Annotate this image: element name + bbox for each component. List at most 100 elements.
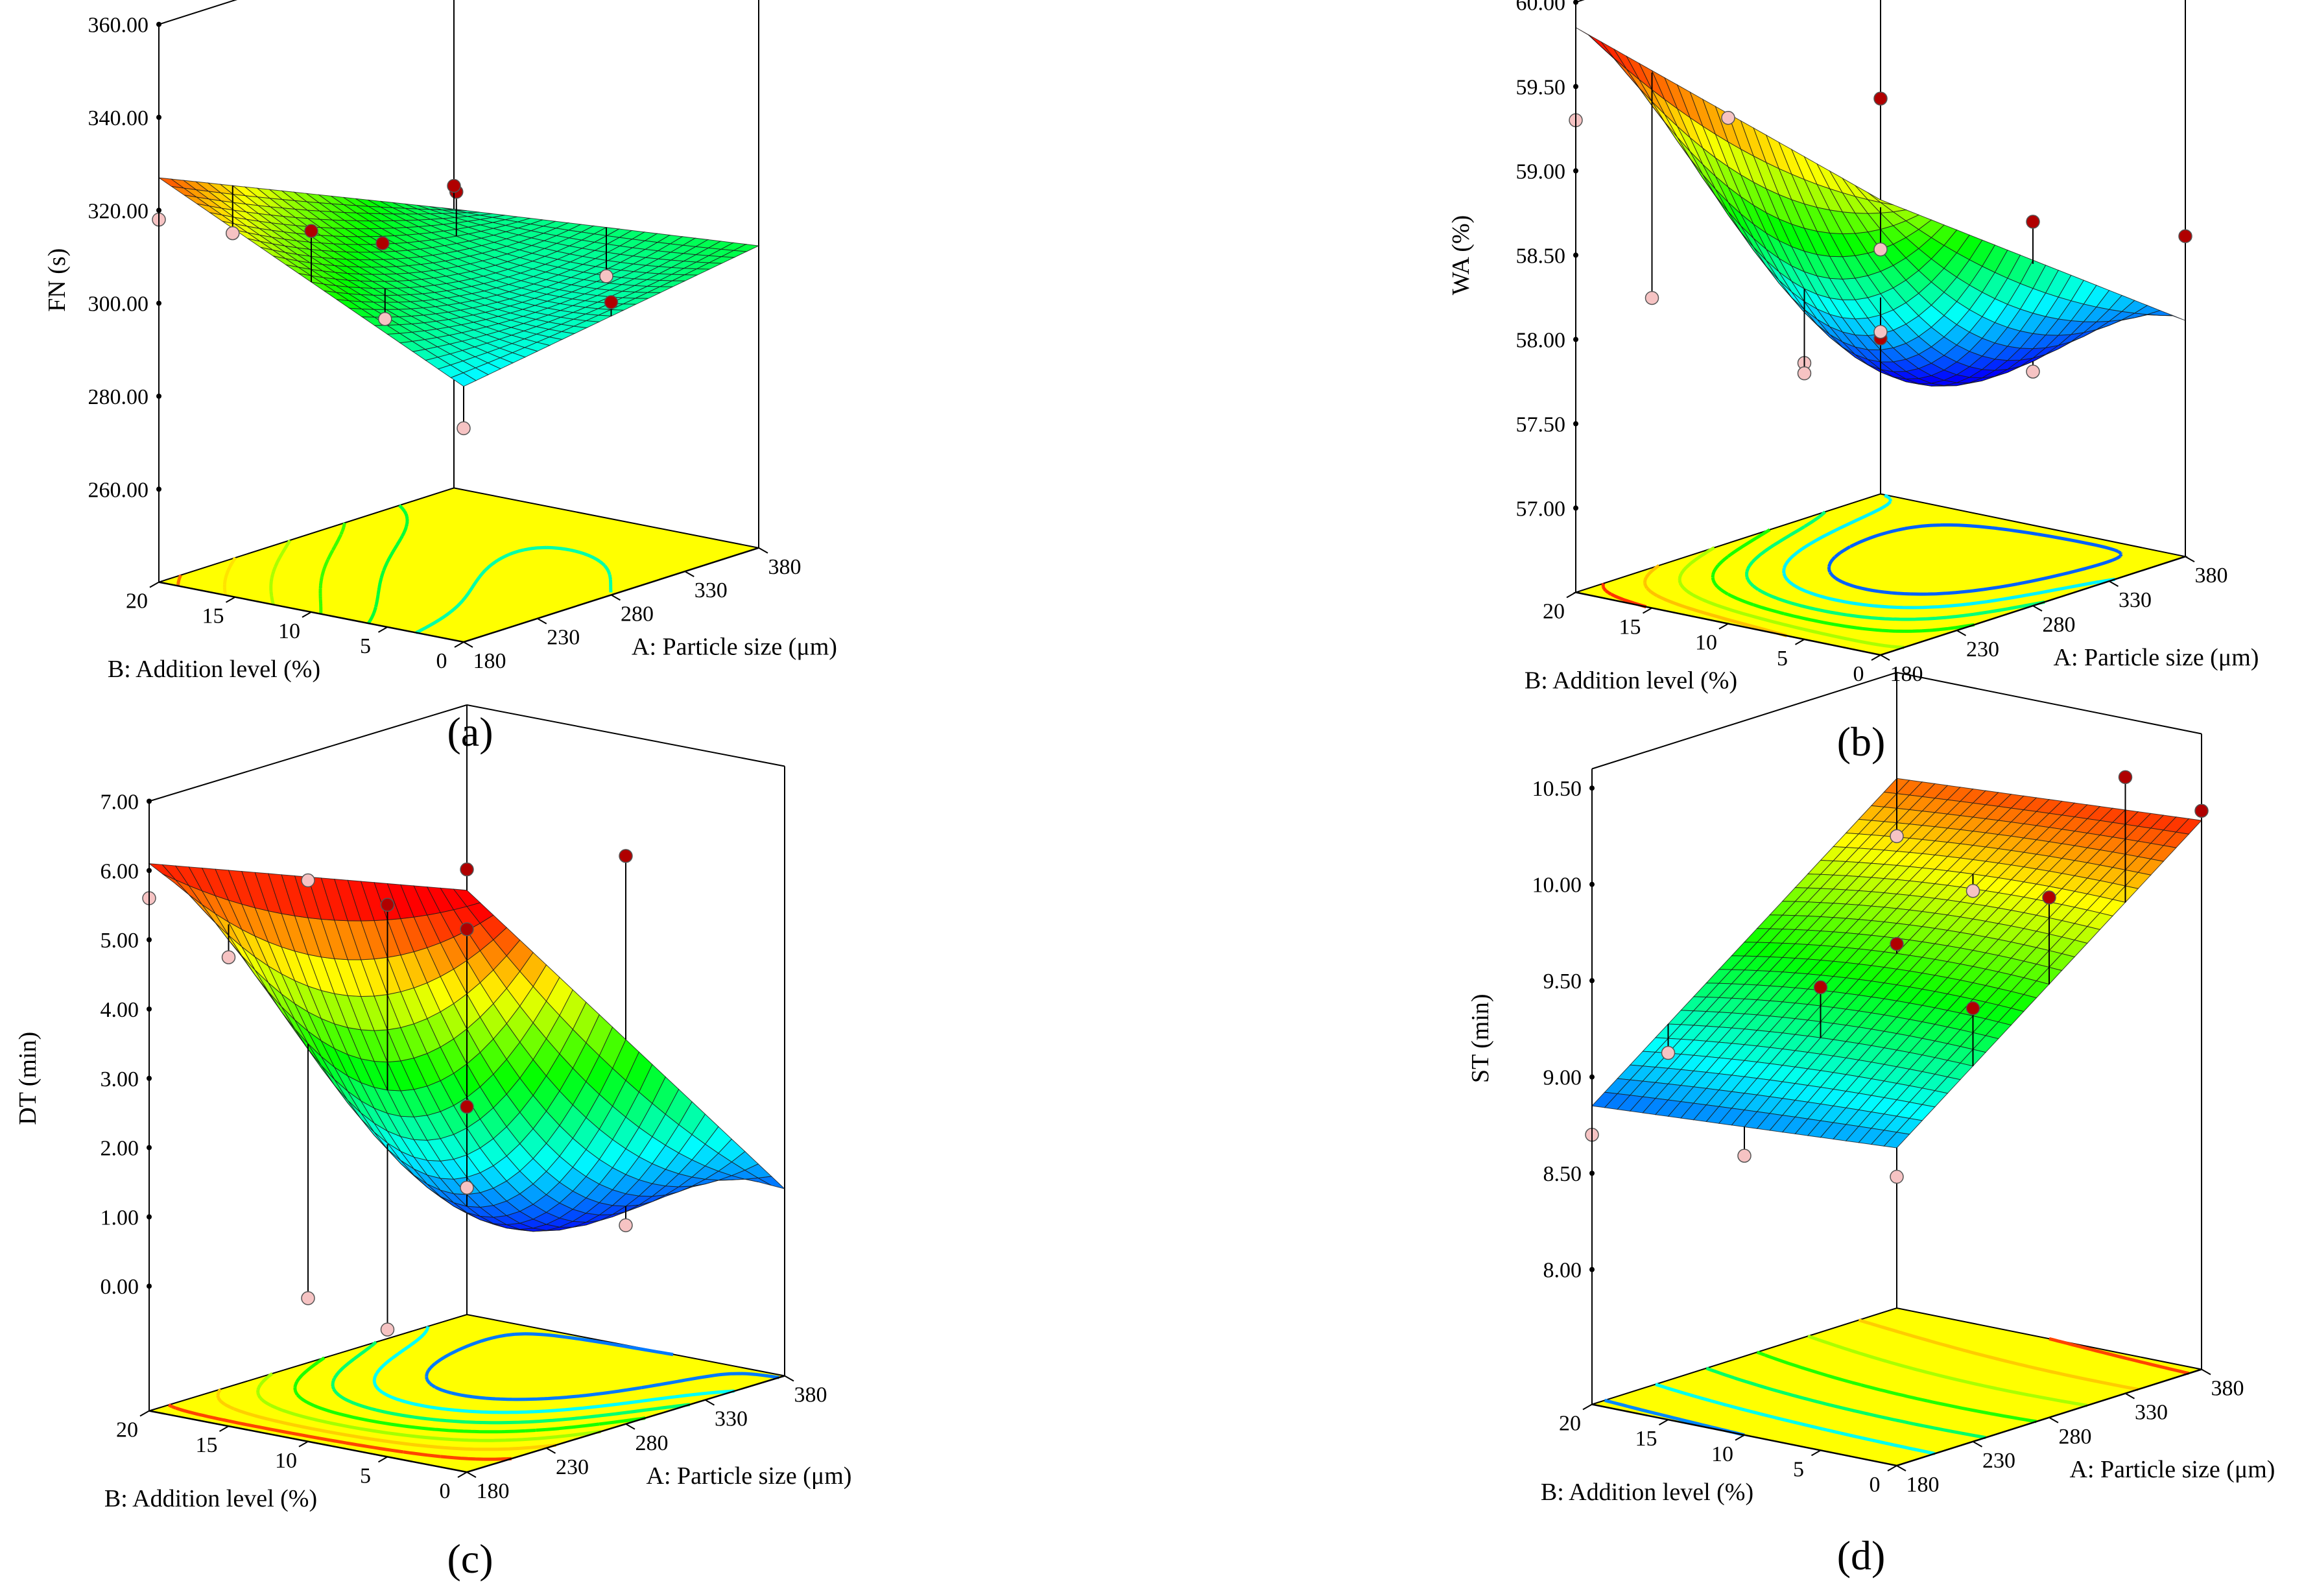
y-tick [1887, 1465, 1897, 1471]
y-tick-label: 20 [116, 1418, 138, 1442]
floor-contour [372, 1326, 735, 1414]
box-edge [148, 704, 468, 802]
x-axis-label: A: Particle size (μm) [647, 1462, 852, 1490]
z-axis-label: DT (min) [14, 1032, 42, 1125]
design-point [1873, 242, 1888, 257]
z-tick-label: 260.00 [88, 478, 149, 502]
box-edge [1591, 672, 1897, 770]
y-tick-label: 5 [360, 634, 371, 658]
y-tick [1718, 623, 1729, 630]
floor-contour [256, 1372, 601, 1442]
y-tick [1659, 1419, 1669, 1425]
panel-a: 260.00 280.00 300.00 320.00 340.00 360.00 FN (… [43, 0, 837, 683]
design-point [447, 178, 461, 193]
x-tick-label: 330 [2119, 588, 2152, 612]
x-tick [2125, 1392, 2135, 1399]
z-tick-label: 0.00 [101, 1275, 139, 1299]
x-tick-label: 230 [1966, 637, 1999, 661]
design-point [1890, 829, 1904, 844]
y-tick [139, 1410, 150, 1417]
design-point [380, 898, 395, 912]
y-tick [1735, 1434, 1745, 1441]
x-tick [537, 617, 547, 625]
z-tick-label: 280.00 [88, 385, 149, 409]
design-point [2026, 215, 2040, 229]
floor-contour [167, 1403, 512, 1461]
y-tick [457, 1471, 468, 1478]
x-tick [1973, 1441, 1982, 1447]
floor-contour [1756, 1350, 2037, 1423]
x-tick [546, 1447, 556, 1454]
y-tick [219, 1425, 229, 1432]
design-point [375, 236, 390, 250]
x-tick-label: 230 [1982, 1449, 2015, 1473]
design-point [457, 421, 471, 436]
z-tick [147, 1214, 152, 1220]
y-tick-label: 15 [1619, 615, 1641, 639]
x-tick-label: 380 [2195, 564, 2228, 588]
y-tick-label: 10 [1695, 631, 1717, 655]
z-tick-label: 57.50 [1516, 412, 1566, 436]
y-tick [302, 611, 312, 618]
floor-contour [2047, 1337, 2189, 1376]
design-point [2042, 890, 2056, 905]
surface-cell [1883, 1132, 1910, 1149]
design-point [604, 295, 619, 309]
z-tick-label: 58.50 [1516, 244, 1566, 268]
z-tick-label: 340.00 [88, 106, 149, 130]
x-tick [784, 1375, 794, 1382]
box-edge [1896, 672, 2202, 735]
floor-contour [318, 522, 346, 614]
z-tick-label: 4.00 [101, 998, 139, 1022]
x-tick [2201, 1368, 2211, 1376]
surface-cell [1868, 192, 1894, 206]
panel-b: 57.00 57.50 58.00 58.50 59.00 59.50 60.00 WA (%… [1447, 0, 2259, 695]
floor-edge [158, 547, 759, 643]
x-tick-label: 180 [1906, 1473, 1940, 1497]
design-point [380, 1322, 395, 1337]
z-tick-label: 5.00 [101, 929, 139, 953]
x-tick-label: 280 [621, 602, 654, 626]
z-tick-label: 6.00 [101, 859, 139, 883]
design-point [378, 312, 392, 326]
z-tick-label: 7.00 [101, 791, 139, 815]
z-tick [1573, 505, 1578, 511]
floor-contour [1807, 1334, 2088, 1407]
z-tick-label: 8.50 [1543, 1162, 1582, 1186]
z-tick [1573, 84, 1578, 89]
z-tick [1589, 881, 1595, 887]
box-edge [158, 0, 238, 25]
z-tick-label: 9.50 [1543, 970, 1582, 994]
y-axis-label: B: Addition level (%) [108, 656, 320, 683]
floor-contour [415, 545, 613, 634]
floor-contour [425, 1332, 779, 1401]
design-point [1873, 324, 1888, 339]
y-axis-label: B: Addition level (%) [1541, 1479, 1753, 1506]
design-point [301, 873, 315, 888]
z-tick [147, 1145, 152, 1150]
x-tick [1896, 1465, 1906, 1471]
y-tick [149, 581, 160, 588]
design-point [619, 849, 633, 863]
design-point [1966, 884, 1980, 898]
z-tick [156, 486, 161, 492]
floor-contour [176, 574, 182, 586]
x-tick-label: 230 [556, 1455, 589, 1479]
surface-cell [1588, 34, 1615, 58]
design-point [460, 1180, 474, 1195]
floor-contour [331, 1340, 691, 1425]
panel-label-d: (d) [1837, 1532, 1886, 1578]
y-tick [226, 596, 235, 603]
z-tick [1589, 1267, 1595, 1272]
y-tick-label: 15 [202, 604, 224, 628]
design-point [226, 226, 240, 241]
x-tick [1880, 654, 1890, 661]
box-edge [1575, 0, 1585, 3]
floor-edge [1591, 1368, 2202, 1467]
y-tick-label: 0 [440, 1479, 451, 1503]
z-tick-label: 59.50 [1516, 75, 1566, 99]
surface-cell [453, 888, 481, 907]
x-tick [2032, 605, 2043, 612]
z-axis-label: ST (min) [1467, 994, 1494, 1083]
